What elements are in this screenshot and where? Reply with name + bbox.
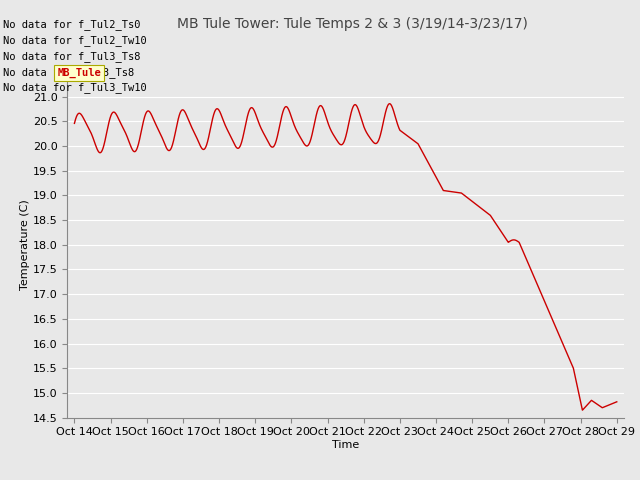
Text: No data for f_Tul2_Ts0: No data for f_Tul2_Ts0 — [3, 19, 141, 30]
Text: No data for f_Tul3_Ts8: No data for f_Tul3_Ts8 — [3, 51, 141, 62]
Text: MB Tule Tower: Tule Temps 2 & 3 (3/19/14-3/23/17): MB Tule Tower: Tule Temps 2 & 3 (3/19/14… — [177, 17, 527, 31]
Text: No data for f_Ul3_Ts8: No data for f_Ul3_Ts8 — [3, 67, 134, 78]
Text: No data for f_Tul2_Tw10: No data for f_Tul2_Tw10 — [3, 35, 147, 46]
Text: MB_Tule: MB_Tule — [58, 68, 101, 78]
Y-axis label: Temperature (C): Temperature (C) — [20, 199, 30, 290]
Text: No data for f_Tul3_Tw10: No data for f_Tul3_Tw10 — [3, 83, 147, 94]
X-axis label: Time: Time — [332, 440, 359, 450]
